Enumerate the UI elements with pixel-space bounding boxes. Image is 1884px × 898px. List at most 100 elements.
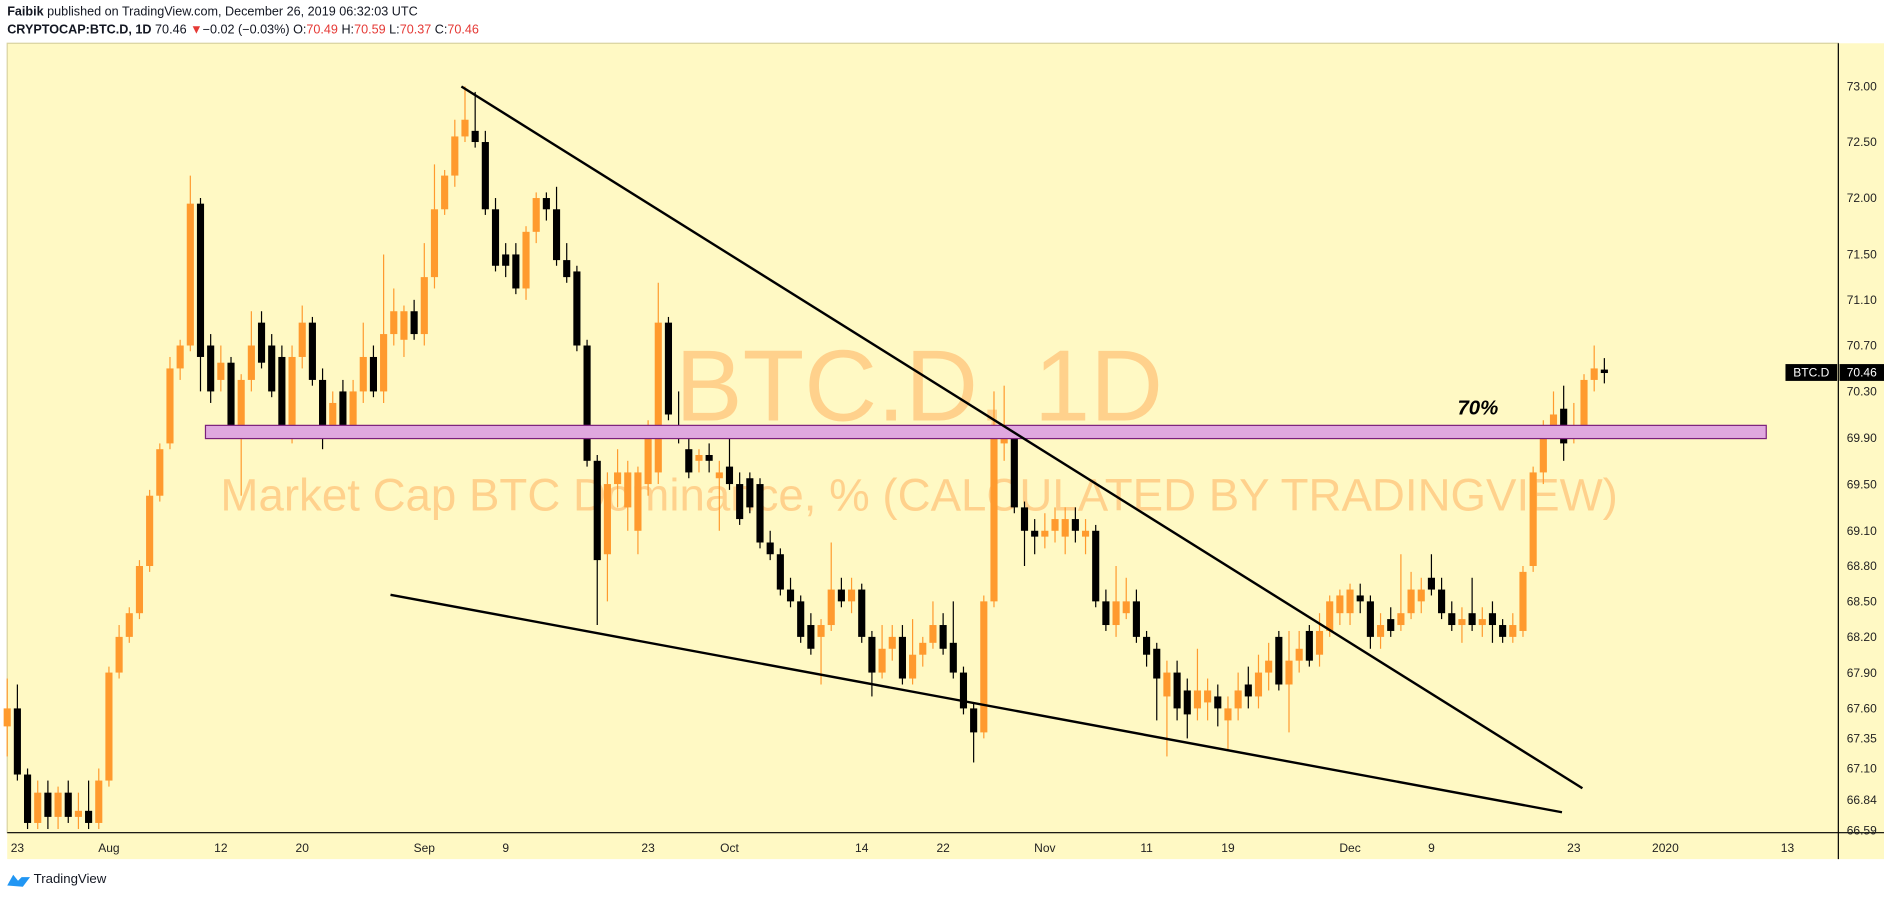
x-tick-label: 13 — [1781, 841, 1795, 855]
y-tick-label: 66.84 — [1847, 793, 1877, 807]
x-tick-label: 12 — [214, 841, 228, 855]
lower-trendline — [390, 593, 1563, 814]
candle-body — [786, 589, 795, 602]
y-tick-label: 71.50 — [1847, 248, 1877, 262]
candle-body — [1275, 636, 1283, 685]
candle-body — [1000, 437, 1008, 444]
resistance-zone — [204, 424, 1767, 440]
candle-body — [3, 708, 11, 727]
candle-body — [898, 636, 906, 679]
candle-body — [685, 449, 693, 473]
candle-body — [461, 119, 469, 137]
candle-body — [959, 672, 968, 709]
candle-body — [1417, 589, 1425, 602]
candle-body — [1549, 414, 1558, 427]
candle-body — [95, 780, 103, 823]
symbol: CRYPTOCAP:BTC.D, 1D — [7, 23, 151, 37]
x-tick-label: 23 — [641, 841, 655, 855]
candle-body — [695, 455, 703, 461]
candle-body — [380, 334, 388, 392]
candle-body — [1600, 369, 1608, 374]
candle-body — [1315, 630, 1324, 655]
y-tick-label: 71.10 — [1847, 293, 1877, 307]
x-tick-label: 23 — [1567, 841, 1581, 855]
candle-body — [725, 466, 734, 485]
upper-trendline — [460, 85, 1584, 790]
candle-body — [135, 565, 144, 614]
candle-body — [1010, 431, 1018, 508]
candle-body — [85, 810, 93, 823]
y-tick-label: 66.59 — [1847, 823, 1877, 837]
axes: 73.00 72.50 72.00 71.50 71.10 70.70 70.30 69.90… — [11, 80, 1877, 855]
candle-body — [115, 636, 123, 673]
candle-body — [1051, 519, 1059, 531]
candle-body — [176, 345, 184, 369]
candle-body — [1468, 613, 1476, 626]
candle-body — [207, 345, 215, 392]
x-tick-label: Dec — [1339, 841, 1360, 855]
ohlc-label: H: — [341, 23, 354, 37]
candle-body — [614, 472, 622, 485]
candle-body — [1244, 684, 1252, 697]
y-tick-label: 72.00 — [1847, 191, 1877, 205]
candle-body — [1265, 660, 1273, 673]
candle-body — [227, 362, 235, 432]
zone-label: 70% — [1457, 398, 1498, 420]
candle-body — [1071, 519, 1079, 531]
candle-body — [837, 589, 845, 602]
candle-body — [1041, 530, 1049, 537]
candle-body — [186, 203, 194, 346]
candle-body — [1153, 648, 1161, 679]
price-label-symbol-box — [1785, 364, 1838, 381]
price-label-value: 70.46 — [1847, 366, 1877, 380]
price-axis-background — [1838, 43, 1884, 833]
candle-body — [1336, 595, 1344, 614]
candle-body — [654, 322, 662, 473]
candle-body — [74, 810, 82, 817]
candle-body — [1020, 507, 1029, 531]
candle-body — [512, 254, 520, 289]
candle-body — [1590, 368, 1598, 380]
candle-body — [746, 478, 754, 508]
candle-body — [288, 356, 296, 438]
candle-body — [23, 774, 32, 823]
candle-body — [1438, 589, 1446, 614]
candle-body — [146, 495, 154, 566]
publisher: Faibik — [7, 5, 44, 19]
candle-body — [166, 368, 174, 444]
change: −0.02 (−0.03%) — [203, 23, 290, 37]
change-arrow: ▼ — [190, 23, 202, 37]
y-tick-label: 69.90 — [1847, 431, 1877, 445]
candle-body — [329, 402, 337, 432]
candle-body — [1519, 571, 1527, 631]
candle-body — [919, 642, 927, 655]
candle-body — [949, 642, 957, 673]
candle-body — [196, 203, 205, 357]
candle-body — [217, 362, 225, 380]
x-tick-label: Nov — [1034, 841, 1055, 855]
y-tick-label: 67.35 — [1847, 732, 1877, 746]
candles — [3, 86, 1608, 830]
candle-body — [705, 455, 713, 461]
candle-body — [481, 142, 489, 210]
candle-body — [1295, 648, 1303, 661]
candle-body — [1478, 619, 1486, 626]
candle-body — [603, 484, 611, 555]
candle-body — [1132, 601, 1140, 637]
candle-body — [1529, 472, 1537, 566]
candle-body — [54, 792, 62, 817]
candle-body — [491, 209, 500, 266]
candle-body — [64, 792, 72, 817]
candle-body — [970, 708, 978, 733]
candle-body — [756, 484, 764, 543]
x-tick-label: 14 — [855, 841, 869, 855]
candle-body — [1326, 601, 1334, 631]
candle-body — [766, 542, 774, 555]
candle-body — [929, 625, 937, 643]
candle-body — [1112, 601, 1120, 626]
candle-body — [807, 625, 815, 649]
candle-body — [1448, 613, 1456, 626]
y-tick-label: 67.60 — [1847, 702, 1877, 716]
footer-logo — [7, 874, 31, 887]
